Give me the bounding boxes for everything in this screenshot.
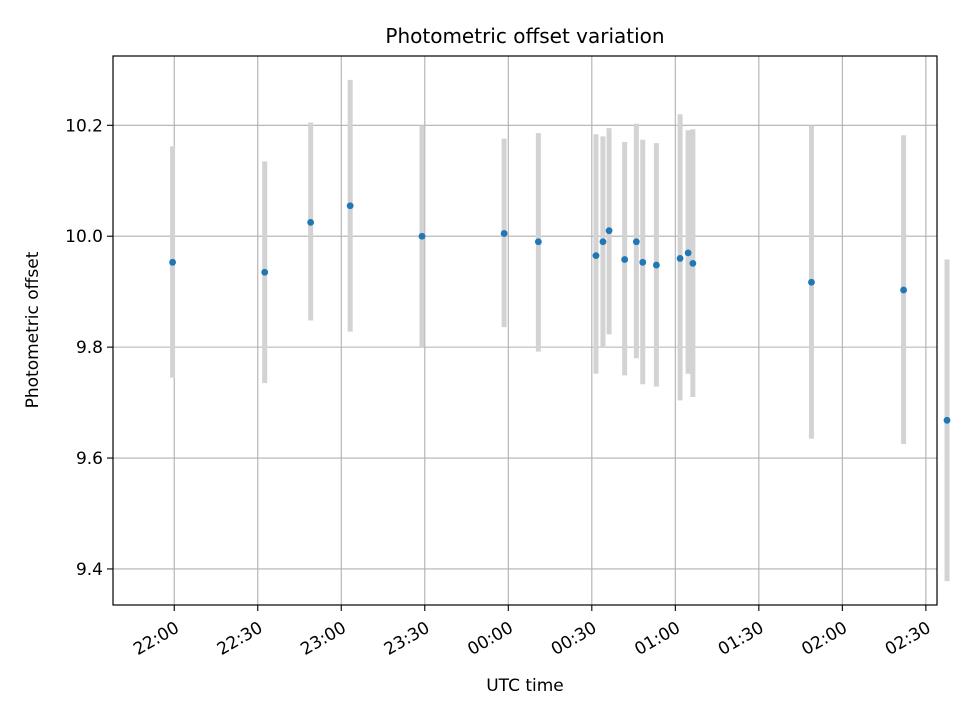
chart-title: Photometric offset variation xyxy=(385,24,664,48)
data-point xyxy=(684,249,692,257)
data-point xyxy=(261,268,269,276)
data-point xyxy=(500,230,508,237)
y-tick-label: 10.0 xyxy=(65,227,103,247)
data-points xyxy=(169,202,951,424)
data-point xyxy=(639,258,647,266)
data-point xyxy=(676,255,684,262)
data-point xyxy=(900,286,907,294)
data-point xyxy=(943,416,951,424)
y-tick-label: 9.4 xyxy=(76,560,103,580)
data-point xyxy=(592,252,600,260)
data-point xyxy=(621,256,629,263)
data-point xyxy=(689,260,697,267)
y-axis-label: Photometric offset xyxy=(23,251,43,408)
y-axis-ticks: 9.4 9.6 9.8 10.0 10.2 xyxy=(65,116,113,580)
data-point xyxy=(632,238,640,246)
grid-lines xyxy=(113,56,937,605)
y-tick-label: 10.2 xyxy=(65,116,103,136)
y-tick-label: 9.6 xyxy=(76,449,103,469)
data-point xyxy=(605,227,613,235)
data-point xyxy=(346,202,354,210)
data-point xyxy=(534,238,542,246)
data-point xyxy=(169,258,176,266)
data-point xyxy=(652,261,660,269)
y-tick-label: 9.8 xyxy=(76,338,103,358)
x-axis-label: UTC time xyxy=(486,676,564,696)
data-point xyxy=(418,232,426,240)
plot-frame xyxy=(112,55,938,606)
data-point xyxy=(808,278,815,286)
data-point xyxy=(307,218,315,226)
data-point xyxy=(599,238,607,246)
